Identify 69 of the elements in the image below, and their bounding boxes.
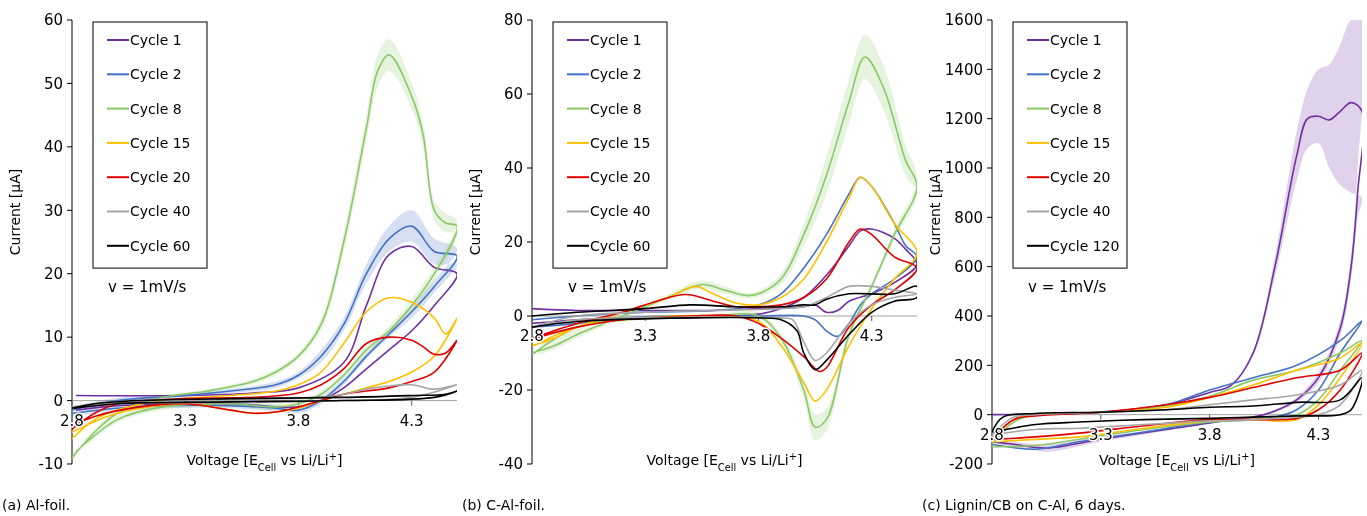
legend-label: Cycle 20 <box>590 169 651 186</box>
y-tick-label: 20 <box>43 264 63 283</box>
y-tick-label: -40 <box>498 455 523 474</box>
legend-label: Cycle 8 <box>130 100 182 117</box>
y-tick-label: 40 <box>43 138 63 157</box>
x-axis-title: Voltage [E$_{Cell}$ vs Li/Li$^{+}$] <box>1099 450 1255 473</box>
y-tick-label: 30 <box>43 201 63 220</box>
y-axis-title: Current [µA] <box>467 168 483 256</box>
y-tick-label: 1400 <box>944 60 983 79</box>
x-tick-label: 3.8 <box>1197 425 1222 444</box>
y-tick-label: 0 <box>513 307 523 326</box>
y-tick-label: 400 <box>954 307 983 326</box>
legend-label: Cycle 20 <box>1050 169 1111 186</box>
x-tick-label: 2.8 <box>60 411 84 430</box>
y-tick-label: 50 <box>43 74 63 93</box>
legend-label: Cycle 40 <box>1050 203 1111 220</box>
y-tick-label: 800 <box>954 208 983 227</box>
x-tick-label: 4.3 <box>1306 425 1331 444</box>
y-axis-title: Current [µA] <box>927 168 943 256</box>
y-tick-label: 80 <box>503 11 523 30</box>
annotation: v = 1mV/s <box>1028 278 1107 297</box>
legend-label: Cycle 2 <box>1050 66 1102 83</box>
y-tick-label: 60 <box>43 11 63 30</box>
legend-label: Cycle 40 <box>130 203 191 220</box>
text: (b) C-Al-foil. <box>462 497 546 513</box>
y-tick-label: 1600 <box>944 11 983 30</box>
legend-label: Cycle 8 <box>1050 100 1102 117</box>
text: (a) Al-foil. <box>2 497 71 513</box>
legend-label: Cycle 8 <box>590 100 642 117</box>
legend-label: Cycle 15 <box>1050 134 1111 151</box>
y-tick-label: 600 <box>954 257 983 276</box>
y-tick-label: 60 <box>503 85 523 104</box>
legend-label: Cycle 2 <box>590 66 642 83</box>
y-tick-label: -200 <box>948 455 983 474</box>
y-tick-label: -20 <box>498 381 523 400</box>
x-tick-label: 3.8 <box>286 411 311 430</box>
legend-label: Cycle 1 <box>590 31 642 48</box>
y-tick-label: 1200 <box>944 109 983 128</box>
x-axis-title: Voltage [E$_{Cell}$ vs Li/Li$^{+}$] <box>186 450 343 473</box>
annotation: v = 1mV/s <box>108 278 187 297</box>
legend-label: Cycle 1 <box>1050 31 1102 48</box>
x-tick-label: 2.8 <box>980 425 1004 444</box>
legend-label: Cycle 15 <box>590 134 651 151</box>
text: (c) Lignin/CB on C-Al, 6 days. <box>922 497 1126 513</box>
y-tick-label: 1000 <box>944 159 983 178</box>
legend-label: Cycle 15 <box>130 134 191 151</box>
y-axis-title: Current [µA] <box>7 168 23 256</box>
annotation: v = 1mV/s <box>568 278 647 297</box>
x-tick-label: 3.3 <box>173 411 198 430</box>
legend-label: Cycle 40 <box>590 203 651 220</box>
x-tick-label: 2.8 <box>520 327 544 345</box>
legend-label: Cycle 1 <box>130 31 182 48</box>
y-tick-label: 40 <box>503 159 523 178</box>
y-tick-label: 0 <box>973 405 983 424</box>
legend-label: Cycle 60 <box>130 237 191 254</box>
x-axis-title: Voltage [E$_{Cell}$ vs Li/Li$^{+}$] <box>646 450 803 473</box>
y-tick-label: 200 <box>954 356 983 375</box>
y-tick-label: 10 <box>43 328 63 347</box>
x-tick-label: 3.8 <box>746 327 771 345</box>
x-tick-label: 4.3 <box>859 327 884 345</box>
y-tick-label: 20 <box>503 233 523 252</box>
y-tick-label: 0 <box>53 391 63 410</box>
y-tick-label: -10 <box>38 455 63 474</box>
x-tick-label: 3.3 <box>633 327 658 345</box>
x-tick-label: 4.3 <box>399 411 424 430</box>
legend-label: Cycle 120 <box>1050 237 1120 254</box>
legend-label: Cycle 2 <box>130 66 182 83</box>
legend-label: Cycle 60 <box>590 237 651 254</box>
legend-label: Cycle 20 <box>130 169 191 186</box>
